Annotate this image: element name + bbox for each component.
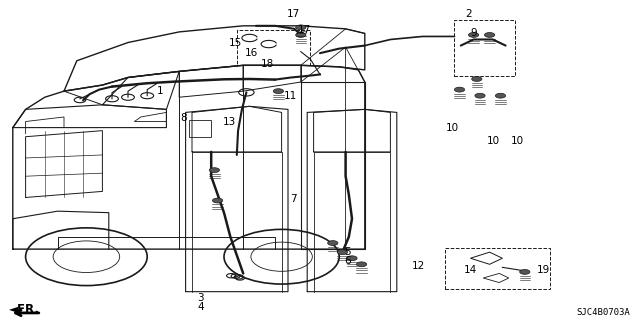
Text: 16: 16 — [245, 48, 259, 58]
Text: 9: 9 — [470, 28, 477, 38]
Circle shape — [328, 241, 338, 246]
Text: ◄FR.: ◄FR. — [9, 303, 40, 316]
Circle shape — [484, 33, 495, 37]
Text: 13: 13 — [223, 116, 236, 127]
Text: 18: 18 — [261, 59, 275, 69]
Text: SJC4B0703A: SJC4B0703A — [577, 308, 630, 316]
Circle shape — [472, 77, 482, 81]
Text: 14: 14 — [464, 265, 477, 275]
Text: 15: 15 — [229, 38, 243, 48]
Text: 6: 6 — [344, 256, 351, 266]
Text: 10: 10 — [511, 136, 524, 146]
Circle shape — [495, 93, 506, 98]
Circle shape — [209, 168, 220, 173]
Circle shape — [454, 87, 465, 92]
Text: 19: 19 — [536, 265, 550, 275]
Bar — [189, 120, 211, 137]
Circle shape — [356, 262, 367, 267]
Text: 5: 5 — [344, 247, 351, 257]
Text: 1: 1 — [157, 86, 163, 96]
Text: 12: 12 — [412, 261, 425, 271]
Circle shape — [212, 198, 223, 203]
Circle shape — [347, 256, 357, 261]
Text: 11: 11 — [284, 91, 297, 101]
Text: 2: 2 — [465, 9, 472, 19]
Circle shape — [273, 89, 284, 93]
Circle shape — [337, 250, 348, 255]
Circle shape — [475, 93, 485, 98]
Circle shape — [468, 33, 479, 37]
Text: 4: 4 — [197, 302, 204, 312]
Circle shape — [296, 25, 306, 30]
Circle shape — [296, 33, 306, 37]
Text: 3: 3 — [197, 293, 204, 303]
Text: 10: 10 — [487, 136, 500, 146]
Text: 7: 7 — [290, 194, 296, 204]
Text: 10: 10 — [445, 122, 459, 133]
Text: 8: 8 — [180, 114, 187, 123]
Circle shape — [520, 270, 530, 274]
Text: 17: 17 — [298, 26, 311, 35]
Text: 17: 17 — [287, 9, 300, 19]
